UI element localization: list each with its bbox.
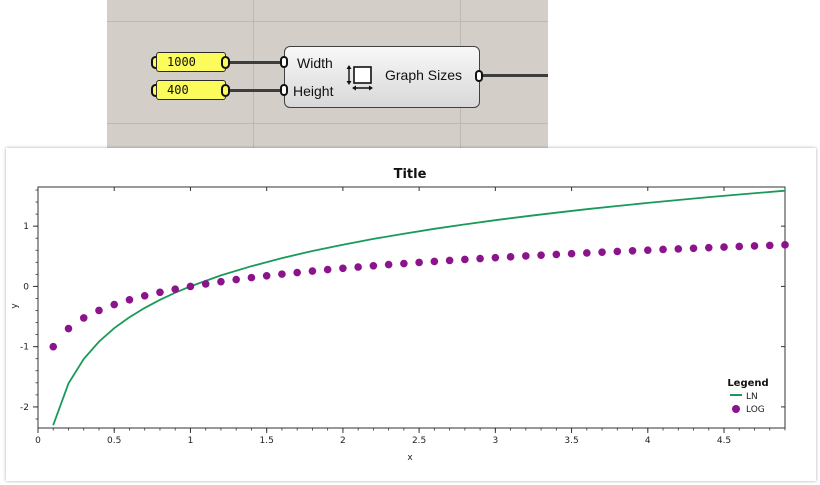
series-point-log bbox=[247, 273, 256, 282]
series-point-log bbox=[781, 241, 789, 249]
series-point-log bbox=[491, 253, 500, 262]
wire-height bbox=[229, 89, 285, 92]
panel-output-grip[interactable] bbox=[221, 84, 230, 97]
series-point-log bbox=[293, 268, 301, 277]
series-point-log bbox=[598, 248, 606, 256]
series-point-log bbox=[217, 277, 225, 286]
series-point-log bbox=[95, 306, 103, 315]
x-tick-label: 2.5 bbox=[412, 436, 426, 446]
series-point-log bbox=[445, 256, 454, 265]
y-tick-label: 0 bbox=[23, 282, 29, 292]
height-value-panel[interactable]: 400 bbox=[156, 80, 226, 100]
panel-output-grip[interactable] bbox=[221, 56, 230, 69]
series-point-log bbox=[735, 242, 744, 251]
series-point-log bbox=[369, 262, 378, 270]
series-point-log bbox=[339, 264, 347, 273]
height-input-grip[interactable] bbox=[280, 84, 288, 96]
panel-value: 400 bbox=[167, 83, 189, 97]
legend-label-log: LOG bbox=[746, 405, 765, 415]
series-point-log bbox=[110, 300, 119, 309]
output-grip[interactable] bbox=[475, 70, 483, 82]
wire-width bbox=[229, 61, 285, 64]
x-tick-label: 1 bbox=[188, 436, 194, 446]
series-point-log bbox=[415, 258, 423, 267]
series-point-log bbox=[613, 247, 622, 256]
x-tick-label: 2 bbox=[340, 436, 346, 446]
y-tick-label: -1 bbox=[20, 343, 29, 353]
resize-icon bbox=[345, 64, 377, 96]
chart-title: Title bbox=[394, 167, 427, 182]
width-input-label[interactable]: Width bbox=[297, 55, 333, 71]
x-axis-title: x bbox=[407, 453, 413, 463]
series-point-log bbox=[506, 253, 515, 261]
series-point-log bbox=[262, 272, 271, 280]
width-input-grip[interactable] bbox=[280, 56, 288, 68]
series-line-ln bbox=[52, 189, 786, 426]
series-point-log bbox=[278, 270, 286, 278]
x-tick-label: 1.5 bbox=[260, 436, 274, 446]
legend-swatch-log bbox=[732, 405, 740, 413]
series-point-log bbox=[720, 243, 728, 251]
series-point-log bbox=[186, 282, 195, 291]
series-point-log bbox=[125, 295, 134, 304]
series-point-log bbox=[750, 242, 759, 250]
grasshopper-canvas[interactable]: 1000 400 Width Height Graph Sizes bbox=[107, 0, 548, 150]
series-point-log bbox=[201, 280, 210, 288]
series-point-log bbox=[522, 252, 530, 260]
y-tick-label: 1 bbox=[23, 222, 29, 232]
panel-value: 1000 bbox=[167, 55, 196, 69]
width-value-panel[interactable]: 1000 bbox=[156, 52, 226, 72]
canvas-grid-line bbox=[253, 0, 254, 150]
canvas-grid-line bbox=[107, 123, 548, 124]
series-point-log bbox=[400, 259, 408, 268]
series-point-log bbox=[552, 250, 561, 259]
series-point-log bbox=[140, 291, 149, 300]
canvas-grid-line bbox=[107, 21, 548, 22]
series-point-log bbox=[49, 342, 58, 351]
series-point-log bbox=[567, 249, 576, 258]
series-point-log bbox=[430, 257, 439, 266]
series-point-log bbox=[79, 314, 88, 322]
x-tick-label: 0.5 bbox=[107, 436, 121, 446]
component-name: Graph Sizes bbox=[385, 67, 463, 83]
series-point-log bbox=[354, 263, 362, 271]
series-point-log bbox=[674, 245, 683, 253]
wire-output bbox=[479, 74, 548, 77]
series-point-log bbox=[583, 249, 591, 257]
x-tick-label: 3.5 bbox=[564, 436, 578, 446]
series-point-log bbox=[659, 245, 667, 254]
series-point-log bbox=[765, 241, 774, 250]
x-tick-label: 4 bbox=[645, 436, 651, 446]
series-point-log bbox=[461, 255, 469, 264]
series-point-log bbox=[308, 267, 317, 275]
chart-svg: Title 0 0.5 1 1.5 2 2.5 3 3.5 4 4.5 -2 -1 0 1 x y Leg… bbox=[10, 167, 789, 463]
legend-label-ln: LN bbox=[746, 392, 758, 402]
series-point-log bbox=[323, 265, 332, 274]
y-axis-title: y bbox=[10, 303, 20, 309]
series-point-log bbox=[156, 288, 164, 297]
series-point-log bbox=[689, 244, 698, 253]
y-tick-label: -2 bbox=[20, 403, 29, 413]
graph-sizes-component[interactable]: Width Height Graph Sizes bbox=[280, 46, 483, 108]
chart-window: Title 0 0.5 1 1.5 2 2.5 3 3.5 4 4.5 -2 -1 0 1 x y Leg… bbox=[6, 148, 816, 481]
series-point-log bbox=[628, 247, 637, 255]
series-point-log bbox=[171, 285, 180, 293]
series-point-log bbox=[643, 246, 652, 254]
series-point-log bbox=[384, 260, 393, 269]
series-point-log bbox=[476, 254, 484, 263]
series-point-log bbox=[64, 324, 73, 333]
series-point-log bbox=[537, 251, 545, 259]
series-point-log bbox=[232, 275, 240, 284]
plot-frame bbox=[37, 186, 786, 429]
height-input-label[interactable]: Height bbox=[293, 83, 334, 99]
x-tick-label: 3 bbox=[492, 436, 498, 446]
x-tick-label: 4.5 bbox=[717, 436, 731, 446]
x-tick-label: 0 bbox=[35, 436, 41, 446]
legend: Legend LN LOG bbox=[727, 378, 768, 415]
legend-title: Legend bbox=[727, 378, 768, 389]
series-point-log bbox=[704, 243, 713, 252]
